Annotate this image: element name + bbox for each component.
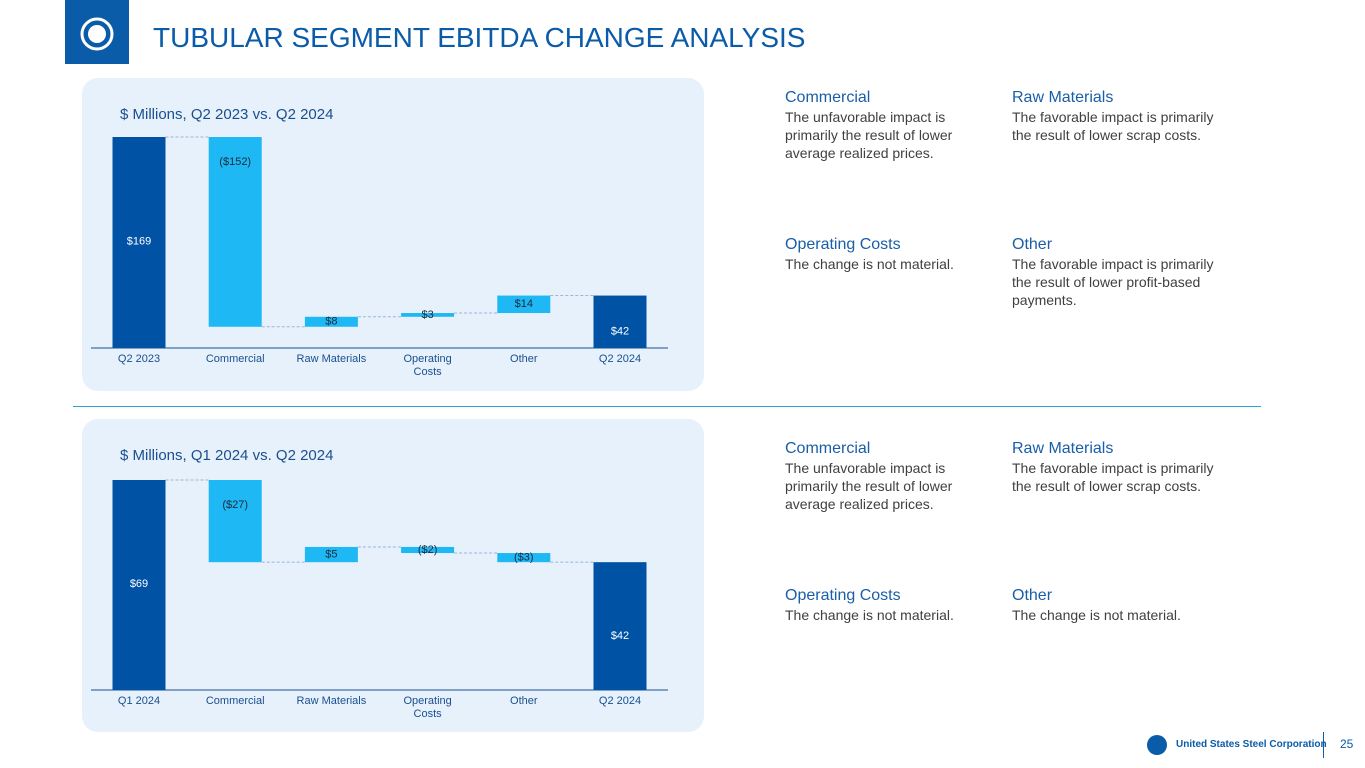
note-heading: Commercial: [785, 89, 871, 106]
total-bar: [593, 562, 647, 690]
x-tick-label: Q1 2024: [117, 695, 161, 707]
total-bar: [593, 295, 647, 348]
note-text: The favorable impact is primarily the re…: [1012, 109, 1214, 143]
title: TUBULAR SEGMENT EBITDA CHANGE ANALYSIS: [153, 22, 806, 53]
value-label: $14: [515, 298, 533, 310]
value-label: ($3): [514, 552, 534, 564]
change-bar: [208, 137, 262, 327]
chart-subtitle: $ Millions, Q1 2024 vs. Q2 2024: [120, 447, 334, 464]
note-heading: Other: [1012, 236, 1053, 253]
x-tick-label: Commercial: [205, 353, 265, 365]
value-label: $8: [325, 316, 337, 328]
note-heading: Commercial: [785, 440, 871, 457]
value-label: $42: [611, 326, 629, 338]
logo: [80, 17, 114, 51]
note-text: The change is not material.: [785, 256, 954, 272]
value-label: $169: [127, 235, 151, 247]
change-bar: [304, 546, 358, 563]
chart-subtitle: $ Millions, Q2 2023 vs. Q2 2024: [120, 106, 334, 123]
x-tick-label: Operating Costs: [403, 695, 452, 720]
value-label: $42: [611, 630, 629, 642]
footer-rule: [1323, 732, 1324, 758]
value-label: $69: [130, 578, 148, 590]
logo-box: [65, 0, 129, 64]
x-tick-label: Raw Materials: [296, 353, 367, 365]
page-number: 25: [1340, 737, 1354, 751]
value-label: ($152): [219, 156, 251, 168]
note-heading: Raw Materials: [1012, 89, 1114, 106]
change-bar: [497, 295, 551, 314]
note-heading: Operating Costs: [785, 236, 901, 253]
total-bar: [112, 480, 166, 690]
note-text: The favorable impact is primarily the re…: [1012, 256, 1214, 308]
x-tick-label: Raw Materials: [296, 695, 367, 707]
x-tick-label: Q2 2024: [598, 695, 642, 707]
value-label: ($2): [418, 544, 438, 556]
value-label: ($27): [222, 499, 248, 511]
divider: [73, 406, 1261, 407]
change-bar: [401, 546, 455, 554]
note-heading: Operating Costs: [785, 587, 901, 604]
change-bar: [304, 316, 358, 327]
change-bar: [497, 553, 551, 563]
x-tick-label: Other: [510, 695, 538, 707]
footer-logo: [1147, 735, 1167, 755]
value-label: $3: [421, 309, 433, 321]
change-bar: [401, 313, 455, 317]
note-heading: Other: [1012, 587, 1053, 604]
change-bar: [208, 480, 262, 563]
total-bar: [112, 137, 166, 348]
note-heading: Raw Materials: [1012, 440, 1114, 457]
x-tick-label: Q2 2024: [598, 353, 642, 365]
note-text: The unfavorable impact is primarily the …: [785, 109, 953, 161]
x-tick-label: Operating Costs: [403, 353, 452, 378]
note-text: The favorable impact is primarily the re…: [1012, 460, 1214, 494]
note-text: The change is not material.: [1012, 607, 1181, 623]
note-text: The unfavorable impact is primarily the …: [785, 460, 953, 512]
x-tick-label: Q2 2023: [117, 353, 161, 365]
x-tick-label: Other: [510, 353, 538, 365]
x-tick-label: Commercial: [205, 695, 265, 707]
company: United States Steel Corporation: [1176, 739, 1327, 750]
note-text: The change is not material.: [785, 607, 954, 623]
value-label: $5: [325, 548, 337, 560]
